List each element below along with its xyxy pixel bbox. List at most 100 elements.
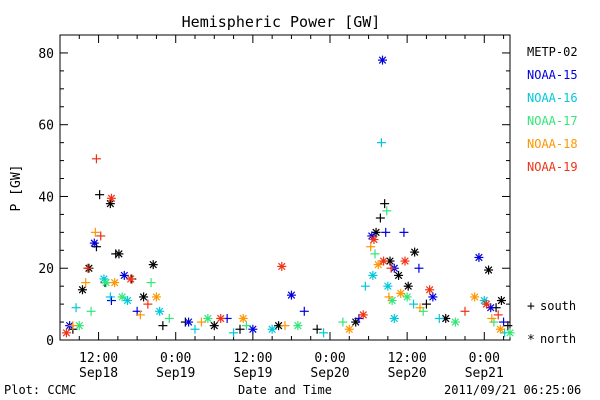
data-point-noaa-17-south: [146, 278, 156, 288]
x-tick-date-label: Sep18: [79, 366, 118, 381]
data-point-noaa-18-north: [110, 278, 120, 288]
y-tick-label: 40: [38, 190, 54, 205]
legend-north-label: north: [540, 332, 576, 346]
legend-item-metp-02: METP-02: [527, 45, 578, 59]
data-point-noaa-18-north: [151, 292, 161, 302]
x-tick-time-label: 0:00: [160, 351, 191, 366]
data-point-noaa-17-north: [117, 292, 127, 302]
data-point-noaa-15-north: [89, 238, 99, 248]
data-point-metp-02-north: [394, 270, 404, 280]
y-tick-label: 20: [38, 262, 54, 277]
data-point-noaa-19-south: [91, 154, 101, 164]
data-point-noaa-18-south: [415, 303, 425, 313]
data-point-noaa-16-north: [389, 313, 399, 323]
x-tick-time-label: 12:00: [388, 351, 427, 366]
data-point-metp-02-north: [139, 292, 149, 302]
x-tick-date-label: Sep19: [156, 366, 195, 381]
x-tick-date-label: Sep20: [310, 366, 349, 381]
data-point-noaa-18-north: [344, 324, 354, 334]
data-point-noaa-19-north: [126, 274, 136, 284]
data-point-metp-02-north: [484, 265, 494, 275]
plot-frame: [59, 34, 511, 341]
chart-title: Hemispheric Power [GW]: [182, 13, 381, 31]
data-point-noaa-18-south: [90, 227, 100, 237]
data-point-noaa-18-south: [366, 242, 376, 252]
data-point-noaa-17-south: [338, 317, 348, 327]
legend-south-label: south: [540, 299, 576, 313]
data-point-noaa-15-north: [378, 55, 387, 65]
data-point-noaa-19-south: [96, 231, 106, 241]
data-point-metp-02-north: [403, 281, 413, 291]
data-point-noaa-17-north: [203, 313, 213, 323]
data-point-noaa-19-north: [425, 285, 435, 295]
plot-credit: Plot: CCMC: [4, 383, 77, 397]
x-tick-time-label: 12:00: [79, 351, 118, 366]
legend-item-noaa-19: NOAA-19: [527, 160, 578, 174]
data-point-metp-02-north: [209, 321, 219, 331]
data-point-noaa-16-north: [123, 296, 132, 306]
data-point-noaa-15-south: [299, 306, 309, 316]
data-point-noaa-18-south: [280, 321, 290, 331]
data-point-noaa-19-north: [358, 310, 368, 320]
data-point-noaa-17-south: [241, 321, 251, 331]
x-tick-time-label: 0:00: [314, 351, 345, 366]
data-point-noaa-15-north: [286, 290, 296, 300]
data-point-noaa-19-south: [143, 299, 153, 309]
legend-item-noaa-17: NOAA-17: [527, 114, 578, 128]
data-point-noaa-18-south: [81, 278, 91, 288]
data-point-noaa-17-north: [402, 292, 412, 302]
data-point-metp-02-south: [95, 190, 105, 200]
data-point-noaa-16-south: [190, 324, 200, 334]
x-tick-date-label: Sep21: [465, 366, 504, 381]
y-axis-label: P [GW]: [9, 165, 24, 212]
data-point-noaa-16-south: [360, 281, 370, 291]
legend-north-symbol: *: [527, 333, 535, 348]
data-point-noaa-19-north: [216, 313, 226, 323]
data-point-noaa-16-south: [105, 292, 115, 302]
data-point-noaa-17-north: [293, 321, 303, 331]
legend: METP-02 NOAA-15 NOAA-16 NOAA-17 NOAA-18 …: [527, 45, 578, 348]
data-point-noaa-16-north: [368, 270, 378, 280]
data-point-metp-02-south: [421, 299, 431, 309]
y-tick-label: 60: [38, 119, 54, 134]
data-point-noaa-19-north: [277, 261, 287, 271]
data-point-metp-02-south: [235, 324, 245, 334]
data-point-noaa-17-north: [450, 317, 460, 327]
data-point-noaa-15-south: [499, 317, 509, 327]
data-point-metp-02-south: [312, 324, 322, 334]
data-point-noaa-17-south: [370, 249, 380, 259]
x-tick-time-label: 12:00: [233, 351, 272, 366]
data-point-noaa-18-north: [495, 324, 505, 334]
data-point-noaa-15-south: [381, 227, 391, 237]
x-axis-label: Date and Time: [238, 383, 332, 397]
data-point-noaa-18-south: [68, 321, 78, 331]
data-point-metp-02-south: [158, 321, 168, 331]
y-tick-label: 0: [46, 334, 54, 349]
data-point-metp-02-north: [496, 296, 506, 306]
data-point-noaa-17-south: [164, 313, 174, 323]
x-tick-time-label: 0:00: [469, 351, 500, 366]
data-point-noaa-15-north: [184, 317, 194, 327]
data-point-noaa-15-north: [119, 270, 129, 280]
data-point-noaa-19-north: [379, 256, 389, 266]
data-point-noaa-17-north: [505, 328, 515, 338]
data-point-metp-02-north: [274, 321, 284, 331]
data-point-noaa-19-north: [61, 328, 71, 338]
data-point-noaa-18-north: [470, 292, 480, 302]
data-point-noaa-19-north: [400, 256, 410, 266]
axes-layer: 02040608012:00Sep180:00Sep1912:00Sep190:…: [38, 34, 510, 381]
data-point-noaa-17-north: [101, 278, 111, 288]
data-point-noaa-18-south: [487, 313, 497, 323]
data-point-noaa-16-south: [376, 138, 386, 148]
data-point-noaa-15-north: [474, 252, 484, 262]
data-point-noaa-16-south: [71, 303, 81, 313]
data-point-metp-02-north: [410, 247, 420, 257]
legend-south-symbol: +: [527, 299, 535, 314]
data-point-noaa-15-north: [248, 324, 258, 334]
data-point-noaa-18-south: [384, 292, 394, 302]
data-point-metp-02-north: [148, 260, 158, 270]
y-tick-label: 80: [38, 47, 54, 62]
data-point-noaa-15-south: [399, 227, 409, 237]
legend-item-noaa-15: NOAA-15: [527, 68, 578, 82]
data-point-metp-02-north: [114, 249, 124, 259]
